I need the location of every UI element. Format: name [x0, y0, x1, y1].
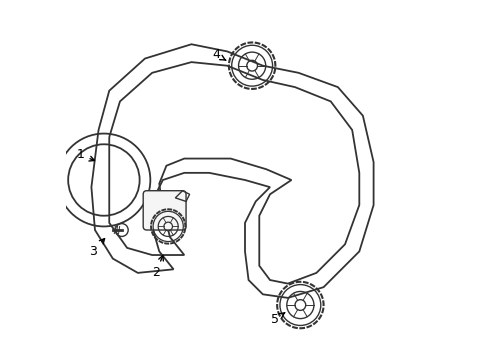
FancyBboxPatch shape — [143, 191, 186, 230]
Text: 5: 5 — [271, 312, 285, 326]
Text: 2: 2 — [152, 256, 163, 279]
Text: 3: 3 — [89, 239, 104, 258]
Text: 4: 4 — [213, 49, 226, 62]
Text: 1: 1 — [77, 148, 95, 162]
